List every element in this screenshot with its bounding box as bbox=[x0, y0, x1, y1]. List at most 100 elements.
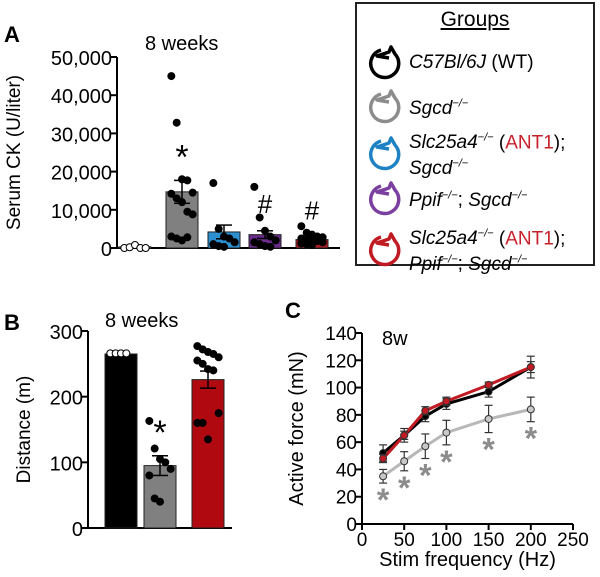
legend-text-segment: ; bbox=[457, 189, 469, 211]
legend-label: C57Bl/6J (WT) bbox=[409, 52, 534, 73]
significance-mark: # bbox=[305, 196, 320, 226]
legend-label-line: Slc25a4−/− (ANT1); bbox=[409, 224, 565, 249]
x-tick-label: 0 bbox=[357, 530, 368, 551]
series-line bbox=[382, 407, 532, 478]
data-point bbox=[266, 242, 275, 251]
data-point bbox=[220, 242, 228, 251]
data-point bbox=[266, 232, 275, 241]
legend-text-segment: ; bbox=[457, 253, 469, 275]
y-tick-label: 140 bbox=[325, 324, 357, 345]
y-tick-label: 120 bbox=[325, 351, 357, 372]
legend-text-segment: Sgcd−/− bbox=[409, 97, 469, 119]
data-point bbox=[183, 233, 192, 242]
data-point bbox=[526, 363, 535, 372]
data-point bbox=[188, 188, 197, 197]
legend-label-line: Slc25a4−/− (ANT1); bbox=[409, 128, 565, 153]
significance-mark: * bbox=[153, 414, 166, 452]
data-point bbox=[484, 414, 493, 423]
mouse-icon bbox=[368, 45, 401, 80]
x-tick-label: 50 bbox=[394, 530, 415, 551]
mouse-icon bbox=[368, 136, 401, 171]
legend-label-line: C57Bl/6J (WT) bbox=[409, 52, 534, 73]
data-point bbox=[167, 189, 176, 198]
significance-mark: * bbox=[440, 444, 453, 480]
significance-mark: * bbox=[398, 470, 411, 506]
y-tick-label: 50,000 bbox=[51, 48, 112, 70]
chart-title: 8 weeks bbox=[145, 33, 218, 55]
data-point bbox=[421, 442, 430, 451]
panel-label-a: A bbox=[4, 22, 20, 47]
data-point bbox=[178, 198, 186, 207]
data-point bbox=[261, 226, 269, 235]
data-point bbox=[308, 240, 316, 249]
data-point bbox=[145, 416, 154, 425]
legend-text-segment: Ppif−/− bbox=[409, 253, 458, 275]
legend-text-segment: (WT) bbox=[486, 51, 534, 73]
significance-mark: * bbox=[482, 432, 495, 468]
data-point bbox=[421, 406, 430, 415]
data-point bbox=[255, 213, 264, 222]
y-tick-label: 10,000 bbox=[51, 201, 112, 223]
series-line bbox=[382, 365, 532, 455]
data-point bbox=[122, 349, 131, 358]
legend-label-line: Sgcd−/− bbox=[409, 153, 565, 178]
legend-item: Ppif−/−; Sgcd−/− bbox=[367, 180, 527, 216]
data-point bbox=[172, 118, 181, 127]
legend-text-segment: Sgcd−/− bbox=[409, 157, 469, 179]
y-tick-label: 100 bbox=[325, 379, 357, 400]
chart-title: 8 weeks bbox=[105, 310, 178, 332]
data-point bbox=[484, 387, 493, 396]
data-point bbox=[271, 236, 280, 245]
data-point bbox=[214, 409, 223, 418]
data-point bbox=[379, 472, 388, 481]
mouse-icon bbox=[368, 232, 401, 267]
y-tick-label: 40 bbox=[336, 460, 357, 481]
data-point bbox=[442, 397, 451, 406]
x-tick-label: 150 bbox=[473, 530, 505, 551]
y-axis-label: Active force (mN) bbox=[286, 351, 308, 505]
data-point bbox=[141, 244, 150, 252]
legend-text-segment: ); bbox=[553, 228, 566, 250]
data-point bbox=[214, 224, 223, 233]
legend-text-segment: Slc25a4−/− bbox=[409, 132, 494, 154]
data-point bbox=[379, 454, 388, 463]
significance-mark: * bbox=[419, 458, 432, 494]
data-point bbox=[526, 405, 535, 414]
chart-title: 8w bbox=[382, 328, 408, 350]
legend-text-segment: ( bbox=[493, 132, 506, 154]
data-point bbox=[204, 435, 212, 444]
mouse-icon bbox=[368, 181, 401, 216]
data-point bbox=[400, 431, 409, 440]
data-point bbox=[297, 222, 306, 231]
data-point bbox=[188, 210, 197, 219]
y-axis-label: Distance (m) bbox=[14, 376, 35, 484]
legend-text-segment: ANT1 bbox=[505, 132, 554, 154]
panel-label-b: B bbox=[4, 310, 20, 335]
legend-text-segment: Sgcd−/− bbox=[468, 189, 528, 211]
data-point bbox=[209, 366, 218, 375]
data-point bbox=[161, 458, 170, 467]
data-point bbox=[400, 457, 409, 466]
data-point bbox=[198, 359, 207, 368]
legend-label: Slc25a4−/− (ANT1); Ppif−/−; Sgcd−/− bbox=[409, 224, 565, 275]
legend-text-segment: ); bbox=[553, 132, 566, 154]
legend-label-line: Ppif−/−; Sgcd−/− bbox=[409, 185, 527, 210]
legend-text-segment: Ppif−/− bbox=[409, 189, 458, 211]
legend-label: Sgcd−/− bbox=[409, 93, 468, 118]
significance-mark: * bbox=[175, 138, 188, 176]
legend-item: C57Bl/6J (WT) bbox=[367, 44, 534, 80]
data-point bbox=[167, 72, 176, 81]
significance-mark: * bbox=[525, 421, 538, 457]
y-tick-label: 0 bbox=[101, 239, 112, 261]
bar bbox=[191, 379, 225, 529]
data-point bbox=[145, 471, 154, 480]
data-point bbox=[172, 194, 181, 203]
legend-label-line: Ppif−/−; Sgcd−/− bbox=[409, 249, 565, 274]
y-tick-label: 80 bbox=[336, 406, 357, 427]
legend-title: Groups bbox=[440, 8, 510, 31]
legend-text-segment: C57Bl/6J bbox=[409, 51, 487, 73]
x-tick-label: 100 bbox=[431, 530, 463, 551]
y-tick-label: 100 bbox=[50, 453, 83, 475]
